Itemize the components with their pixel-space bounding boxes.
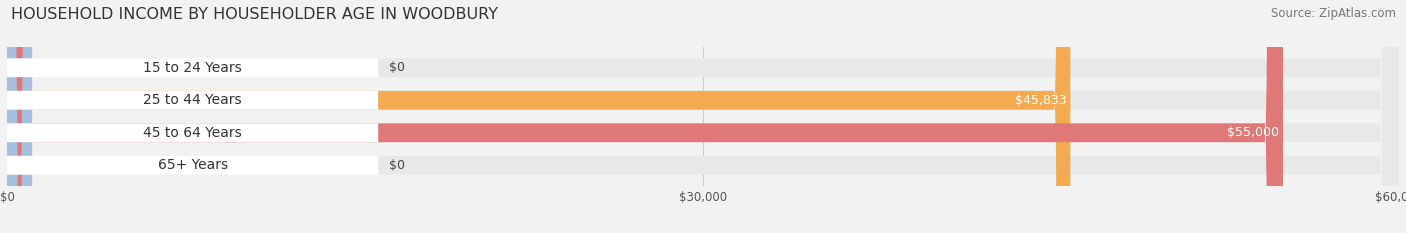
- FancyBboxPatch shape: [7, 0, 1399, 233]
- Text: $55,000: $55,000: [1227, 126, 1279, 139]
- Text: 25 to 44 Years: 25 to 44 Years: [143, 93, 242, 107]
- FancyBboxPatch shape: [7, 0, 32, 233]
- FancyBboxPatch shape: [7, 91, 378, 110]
- Text: $45,833: $45,833: [1015, 94, 1066, 107]
- FancyBboxPatch shape: [7, 0, 32, 233]
- Text: 15 to 24 Years: 15 to 24 Years: [143, 61, 242, 75]
- FancyBboxPatch shape: [7, 0, 1399, 233]
- Text: 65+ Years: 65+ Years: [157, 158, 228, 172]
- Text: 45 to 64 Years: 45 to 64 Years: [143, 126, 242, 140]
- Text: $0: $0: [389, 61, 405, 74]
- FancyBboxPatch shape: [7, 0, 1399, 233]
- FancyBboxPatch shape: [7, 156, 378, 175]
- FancyBboxPatch shape: [7, 0, 1282, 233]
- Text: $0: $0: [389, 159, 405, 172]
- Text: HOUSEHOLD INCOME BY HOUSEHOLDER AGE IN WOODBURY: HOUSEHOLD INCOME BY HOUSEHOLDER AGE IN W…: [11, 7, 498, 22]
- FancyBboxPatch shape: [7, 0, 1399, 233]
- FancyBboxPatch shape: [7, 0, 1070, 233]
- FancyBboxPatch shape: [7, 123, 378, 142]
- Text: Source: ZipAtlas.com: Source: ZipAtlas.com: [1271, 7, 1396, 20]
- FancyBboxPatch shape: [7, 58, 378, 77]
